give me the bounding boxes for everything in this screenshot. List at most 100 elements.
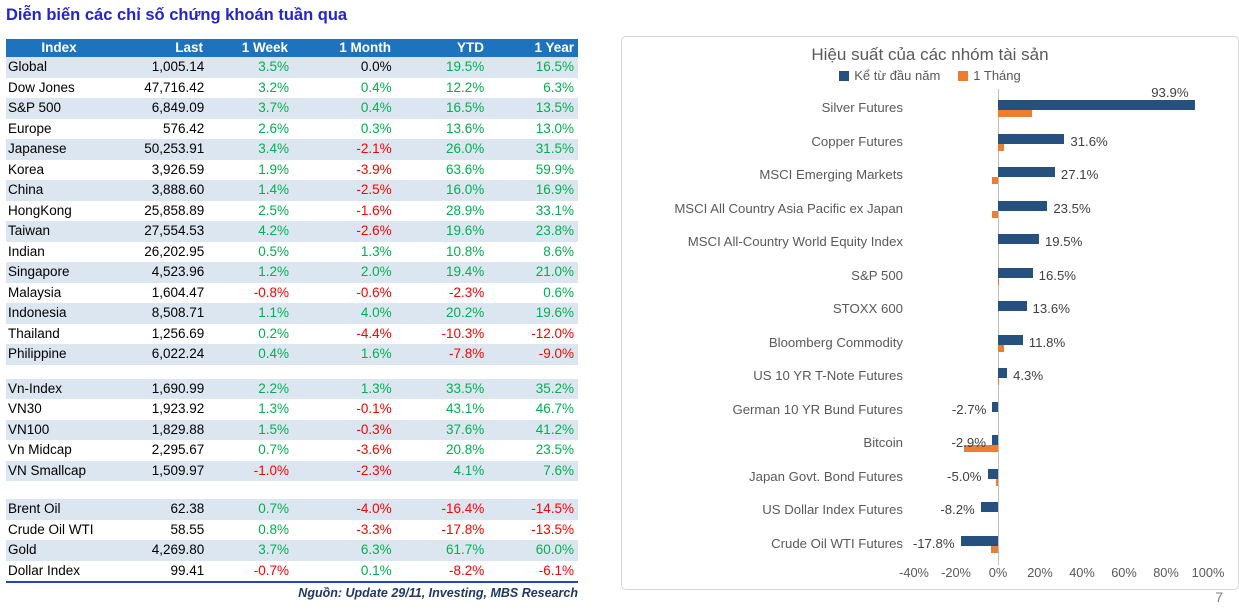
bar-ytd bbox=[998, 133, 1065, 144]
table-row: Philippine 6,022.24 0.4% 1.6% -7.8% -9.0% bbox=[6, 344, 578, 365]
value-cell: 1,690.99 bbox=[151, 380, 205, 396]
bar-1month bbox=[998, 143, 1005, 151]
table-row: VN30 1,923.92 1.3% -0.1% 43.1% 46.7% bbox=[6, 399, 578, 420]
bar-ytd bbox=[998, 167, 1055, 177]
bar-1month bbox=[998, 378, 1000, 385]
value-cell: 1.3% bbox=[360, 243, 392, 259]
value-cell: 26,202.95 bbox=[144, 243, 205, 259]
bar-ytd bbox=[960, 535, 998, 546]
value-cell: 0.7% bbox=[258, 442, 289, 457]
value-cell: -4.4% bbox=[356, 325, 392, 341]
x-axis-tick: 0% bbox=[988, 565, 1008, 580]
value-cell: -4.0% bbox=[356, 501, 392, 516]
value-cell: 1,829.88 bbox=[151, 421, 205, 437]
value-cell: -1.0% bbox=[253, 462, 289, 478]
value-cell: 6,022.24 bbox=[151, 346, 205, 361]
category-label: Japan Govt. Bond Futures bbox=[749, 468, 903, 484]
value-cell: 37.6% bbox=[446, 421, 485, 437]
value-cell: -0.6% bbox=[356, 284, 392, 300]
value-cell: 50,253.91 bbox=[144, 141, 205, 156]
value-cell: 6.3% bbox=[360, 542, 392, 557]
x-axis-tick: 80% bbox=[1153, 565, 1179, 580]
index-name-cell: China bbox=[8, 182, 44, 197]
value-cell: 1.5% bbox=[258, 421, 289, 437]
value-cell: -3.9% bbox=[356, 161, 392, 177]
index-name-cell: Singapore bbox=[8, 264, 70, 279]
column-header-1week: 1 Week bbox=[241, 40, 288, 55]
value-cell: 1.3% bbox=[360, 380, 392, 396]
x-axis-tick: -40% bbox=[899, 565, 929, 580]
value-cell: 1.2% bbox=[258, 264, 289, 279]
data-label: 19.5% bbox=[1044, 234, 1083, 249]
value-cell: -17.8% bbox=[441, 521, 485, 537]
value-cell: 2.5% bbox=[258, 202, 289, 218]
category-label: Bitcoin bbox=[863, 435, 903, 450]
category-label: MSCI Emerging Markets bbox=[759, 167, 903, 182]
table-row: Indonesia 8,508.71 1.1% 4.0% 20.2% 19.6% bbox=[6, 303, 578, 324]
column-header-index: Index bbox=[41, 40, 77, 55]
value-cell: -2.5% bbox=[356, 182, 392, 197]
table-row: Crude Oil WTI 58.55 0.8% -3.3% -17.8% -13.5% bbox=[6, 519, 578, 540]
index-name-cell: Europe bbox=[8, 120, 52, 136]
value-cell: 1,604.47 bbox=[151, 284, 205, 300]
bar-1month bbox=[964, 445, 998, 452]
value-cell: 16.9% bbox=[535, 182, 574, 197]
table-group-gap bbox=[6, 364, 578, 379]
chart-plot: Silver Futures 93.9% Copper Futures 31.6% MS… bbox=[622, 37, 1238, 589]
value-cell: 1,005.14 bbox=[151, 59, 205, 74]
index-name-cell: Brent Oil bbox=[8, 501, 61, 516]
value-cell: 13.6% bbox=[446, 120, 485, 136]
value-cell: -3.6% bbox=[356, 442, 392, 457]
value-cell: 6.3% bbox=[543, 79, 574, 95]
zero-axis-line bbox=[998, 89, 999, 565]
value-cell: 0.7% bbox=[258, 501, 289, 516]
value-cell: -0.1% bbox=[356, 401, 392, 416]
table-row: S&P 500 6,849.09 3.7% 0.4% 16.5% 13.5% bbox=[6, 98, 578, 119]
value-cell: -3.3% bbox=[356, 521, 392, 537]
chart-title: Hiệu suất của các nhóm tài sản bbox=[811, 45, 1049, 64]
category-label: S&P 500 bbox=[851, 267, 903, 283]
table-group-gap bbox=[6, 481, 578, 499]
value-cell: -14.5% bbox=[531, 501, 574, 516]
index-name-cell: Malaysia bbox=[8, 284, 62, 300]
value-cell: 3.7% bbox=[258, 100, 289, 115]
index-name-cell: VN Smallcap bbox=[8, 462, 87, 478]
category-label: MSCI All-Country World Equity Index bbox=[687, 234, 903, 249]
table-row: Vn-Index 1,690.99 2.2% 1.3% 33.5% 35.2% bbox=[6, 378, 578, 399]
column-header-1month: 1 Month bbox=[339, 40, 391, 55]
legend-label-ytd: Kể từ đầu năm bbox=[854, 68, 941, 83]
bar-1month bbox=[991, 210, 998, 218]
bar-ytd bbox=[987, 468, 998, 479]
index-name-cell: Taiwan bbox=[8, 223, 51, 238]
value-cell: 35.2% bbox=[535, 380, 574, 396]
x-axis-tick: 100% bbox=[1191, 565, 1225, 580]
stock-table-body: Global 1,005.14 3.5% 0.0% 19.5% 16.5% Dow Jone… bbox=[6, 57, 578, 581]
category-label: German 10 YR Bund Futures bbox=[732, 401, 903, 417]
table-row: VN Smallcap 1,509.97 -1.0% -2.3% 4.1% 7.6% bbox=[6, 460, 578, 481]
value-cell: 58.55 bbox=[170, 521, 205, 537]
value-cell: 2.0% bbox=[360, 264, 392, 279]
table-row: VN100 1,829.88 1.5% -0.3% 37.6% 41.2% bbox=[6, 419, 578, 440]
table-row: Gold 4,269.80 3.7% 6.3% 61.7% 60.0% bbox=[6, 540, 578, 561]
value-cell: -2.6% bbox=[356, 223, 392, 238]
value-cell: 26.0% bbox=[446, 141, 485, 156]
bar-ytd bbox=[998, 267, 1033, 278]
category-label: STOXX 600 bbox=[832, 301, 903, 316]
value-cell: 16.5% bbox=[446, 100, 485, 115]
x-axis-tick: -20% bbox=[941, 565, 971, 580]
value-cell: -13.5% bbox=[531, 521, 574, 537]
bar-1month bbox=[991, 545, 998, 553]
value-cell: 99.41 bbox=[170, 562, 205, 578]
value-cell: 59.9% bbox=[535, 161, 574, 177]
value-cell: -2.3% bbox=[356, 462, 392, 478]
value-cell: 60.0% bbox=[535, 542, 574, 557]
value-cell: 4.2% bbox=[258, 223, 289, 238]
table-row: Europe 576.42 2.6% 0.3% 13.6% 13.0% bbox=[6, 118, 578, 139]
index-name-cell: Dow Jones bbox=[8, 79, 75, 95]
x-axis-tick: 20% bbox=[1027, 565, 1053, 580]
value-cell: 21.0% bbox=[535, 264, 574, 279]
value-cell: 1.1% bbox=[258, 305, 289, 320]
legend-label-1month: 1 Tháng bbox=[973, 68, 1021, 83]
category-label: US Dollar Index Futures bbox=[762, 502, 903, 517]
legend-swatch-1month-icon bbox=[958, 70, 969, 81]
